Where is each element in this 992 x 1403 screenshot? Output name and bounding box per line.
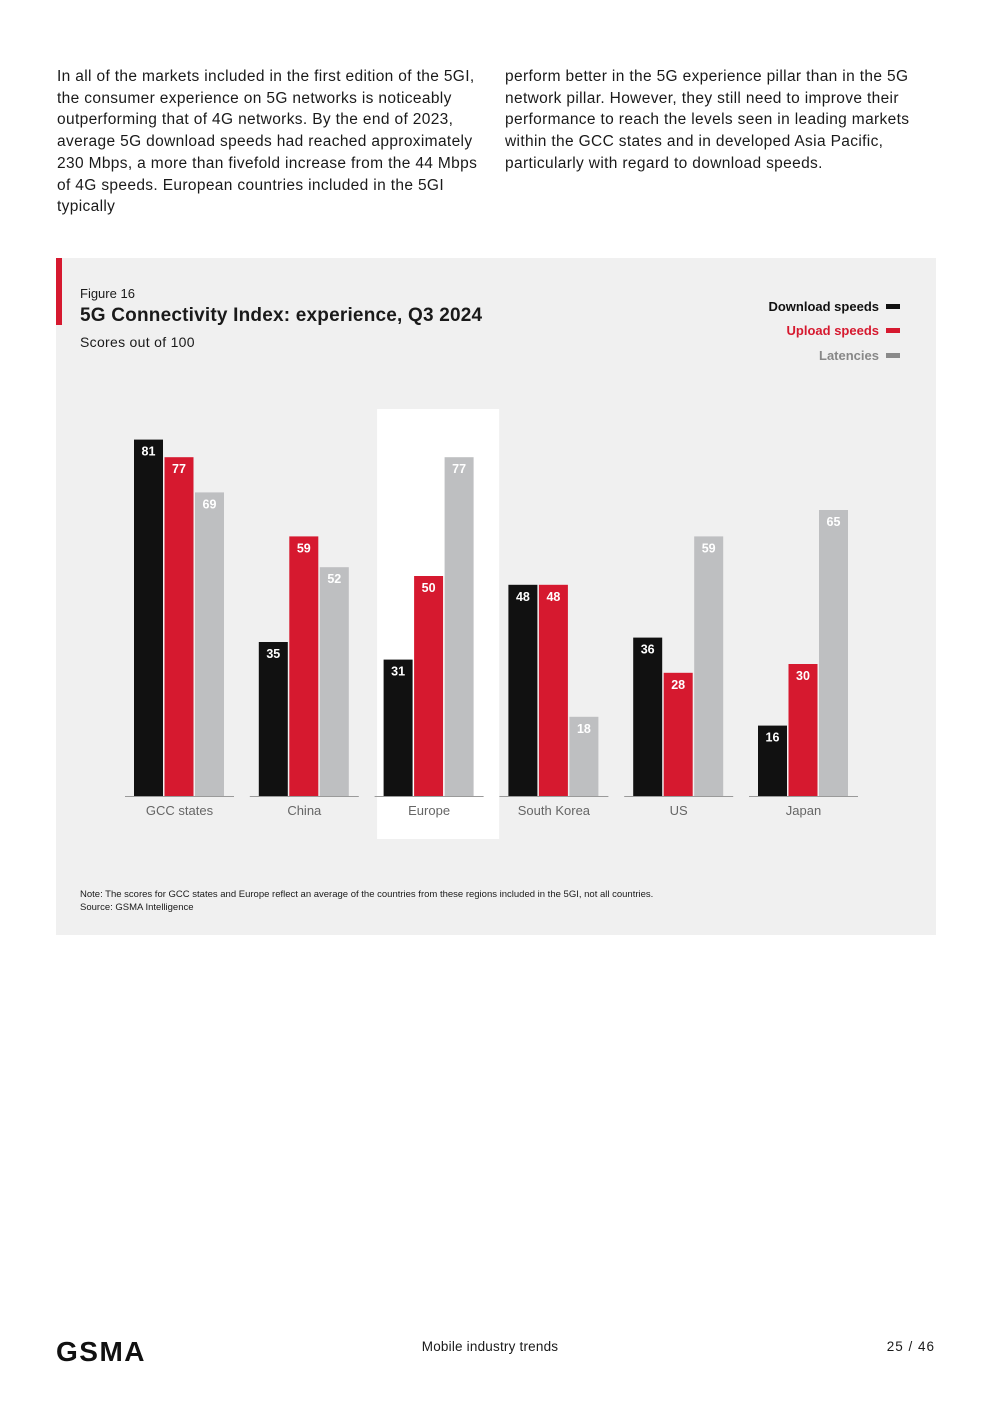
data-label: 50 bbox=[422, 581, 436, 595]
figure-source: Source: GSMA Intelligence bbox=[80, 902, 194, 913]
figure-note: Note: The scores for GCC states and Euro… bbox=[80, 889, 654, 900]
bar bbox=[414, 576, 444, 796]
figure-panel: 81 77 69 GCC states 35 59 52 China 31 50 77 Europe 4… bbox=[56, 258, 936, 935]
bar bbox=[258, 642, 288, 796]
figure-title: 5G Connectivity Index: experience, Q3 20… bbox=[80, 305, 483, 326]
category-label: GCC states bbox=[146, 803, 214, 818]
data-label: 69 bbox=[203, 497, 217, 511]
bar bbox=[819, 510, 848, 796]
data-label: 16 bbox=[766, 731, 780, 745]
figure-notes: Note: The scores for GCC states and Euro… bbox=[80, 888, 653, 914]
bar bbox=[663, 672, 693, 796]
bar bbox=[164, 457, 194, 796]
footer-title: Mobile industry trends bbox=[421, 1339, 559, 1354]
legend-swatch bbox=[886, 328, 900, 334]
category-label: China bbox=[287, 803, 322, 818]
gsma-logo: GSMA bbox=[56, 1336, 146, 1367]
legend-label: Download speeds bbox=[768, 298, 879, 314]
data-label: 81 bbox=[142, 445, 156, 459]
figure-accent-bar bbox=[56, 258, 62, 325]
data-label: 48 bbox=[516, 590, 530, 604]
data-label: 18 bbox=[577, 722, 591, 736]
bar bbox=[134, 439, 163, 796]
category-label: South Korea bbox=[518, 803, 591, 818]
data-label: 35 bbox=[266, 647, 280, 661]
figure-subtitle: Scores out of 100 bbox=[80, 334, 195, 350]
bar bbox=[633, 637, 663, 796]
bar bbox=[538, 584, 568, 796]
data-label: 28 bbox=[671, 678, 685, 692]
bar bbox=[444, 457, 474, 796]
bar bbox=[289, 536, 319, 796]
legend-swatch bbox=[886, 303, 900, 309]
data-label: 65 bbox=[827, 515, 841, 529]
bar-chart: 81 77 69 GCC states 35 59 52 China 31 50 77 Europe 4… bbox=[125, 409, 858, 839]
intro-column-1: In all of the markets included in the fi… bbox=[57, 68, 478, 216]
data-label: 77 bbox=[172, 462, 186, 476]
intro-column-2: perform better in the 5G experience pill… bbox=[505, 68, 910, 172]
bar bbox=[758, 725, 787, 796]
category-label: US bbox=[670, 803, 688, 818]
legend-item-2: Latencies bbox=[768, 343, 900, 368]
legend-item-0: Download speeds bbox=[768, 294, 900, 319]
category-label: Europe bbox=[408, 803, 450, 818]
legend-label: Upload speeds bbox=[786, 323, 879, 339]
bar bbox=[508, 584, 538, 796]
data-label: 59 bbox=[297, 541, 311, 555]
legend-item-1: Upload speeds bbox=[768, 319, 900, 344]
data-label: 30 bbox=[796, 669, 810, 683]
bar bbox=[383, 659, 413, 796]
bar bbox=[569, 716, 599, 796]
data-label: 59 bbox=[702, 541, 716, 555]
intro-text: In all of the markets included in the fi… bbox=[57, 66, 935, 218]
data-label: 52 bbox=[327, 572, 341, 586]
data-label: 36 bbox=[641, 643, 655, 657]
legend-swatch bbox=[886, 352, 900, 358]
data-label: 31 bbox=[391, 665, 405, 679]
figure-label: Figure 16 bbox=[80, 286, 135, 301]
bar bbox=[788, 664, 818, 796]
legend-label: Latencies bbox=[819, 347, 879, 363]
page-number: 25 / 46 bbox=[886, 1339, 935, 1354]
bar bbox=[195, 492, 224, 796]
data-label: 77 bbox=[452, 462, 466, 476]
data-label: 48 bbox=[546, 590, 560, 604]
category-label: Japan bbox=[786, 803, 821, 818]
bar bbox=[694, 536, 724, 796]
bar bbox=[319, 567, 349, 796]
chart-legend: Download speeds Upload speeds Latencies bbox=[768, 294, 900, 368]
